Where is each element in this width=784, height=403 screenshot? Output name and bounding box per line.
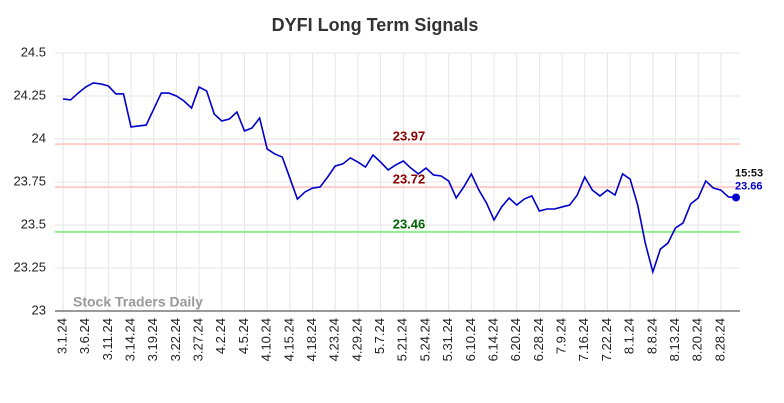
x-tick-label: 8.13.24 xyxy=(667,318,682,361)
y-tick-label: 23.25 xyxy=(13,259,46,274)
x-tick-label: 6.28.24 xyxy=(531,318,546,361)
x-tick-label: 4.2.24 xyxy=(213,318,228,354)
x-tick-label: 6.14.24 xyxy=(485,318,500,361)
y-tick-label: 24.5 xyxy=(21,44,46,59)
x-tick-label: 8.8.24 xyxy=(644,318,659,354)
last-time: 15:53 xyxy=(735,167,763,179)
x-tick-label: 3.14.24 xyxy=(122,318,137,361)
x-tick-label: 8.20.24 xyxy=(690,318,705,361)
signal-label: 23.97 xyxy=(393,129,426,144)
y-tick-label: 24 xyxy=(32,130,46,145)
x-tick-label: 8.1.24 xyxy=(622,318,637,354)
y-tick-label: 24.25 xyxy=(13,87,46,102)
last-value: 23.66 xyxy=(735,180,763,192)
x-tick-label: 6.10.24 xyxy=(463,318,478,361)
x-tick-label: 5.7.24 xyxy=(372,318,387,354)
x-tick-label: 7.16.24 xyxy=(576,318,591,361)
signal-label: 23.72 xyxy=(393,172,426,187)
x-tick-label: 7.9.24 xyxy=(554,318,569,354)
x-tick-label: 5.24.24 xyxy=(417,318,432,361)
x-tick-label: 3.11.24 xyxy=(100,318,115,360)
price-line xyxy=(62,82,737,275)
x-tick-label: 3.27.24 xyxy=(191,318,206,361)
x-tick-label: 4.15.24 xyxy=(281,318,296,361)
x-tick-label: 3.6.24 xyxy=(77,318,92,354)
x-tick-label: 4.29.24 xyxy=(349,318,364,361)
x-tick-label: 4.23.24 xyxy=(327,318,342,361)
x-tick-label: 4.10.24 xyxy=(259,318,274,361)
y-tick-label: 23.75 xyxy=(13,173,46,188)
watermark: Stock Traders Daily xyxy=(73,294,203,310)
x-tick-label: 5.31.24 xyxy=(440,318,455,361)
x-tick-label: 5.21.24 xyxy=(395,318,410,361)
x-tick-label: 6.20.24 xyxy=(508,318,523,361)
last-point xyxy=(732,193,740,202)
x-tick-label: 7.22.24 xyxy=(599,318,614,361)
x-tick-label: 4.18.24 xyxy=(304,318,319,361)
signal-label: 23.46 xyxy=(393,216,426,231)
x-tick-label: 4.5.24 xyxy=(236,318,251,354)
x-tick-label: 8.28.24 xyxy=(712,318,727,361)
x-tick-label: 3.22.24 xyxy=(168,318,183,361)
y-tick-label: 23 xyxy=(32,302,46,317)
x-tick-label: 3.1.24 xyxy=(54,318,69,354)
y-tick-label: 23.5 xyxy=(21,216,46,231)
chart-title: DYFI Long Term Signals xyxy=(272,15,479,35)
x-tick-label: 3.19.24 xyxy=(145,318,160,361)
